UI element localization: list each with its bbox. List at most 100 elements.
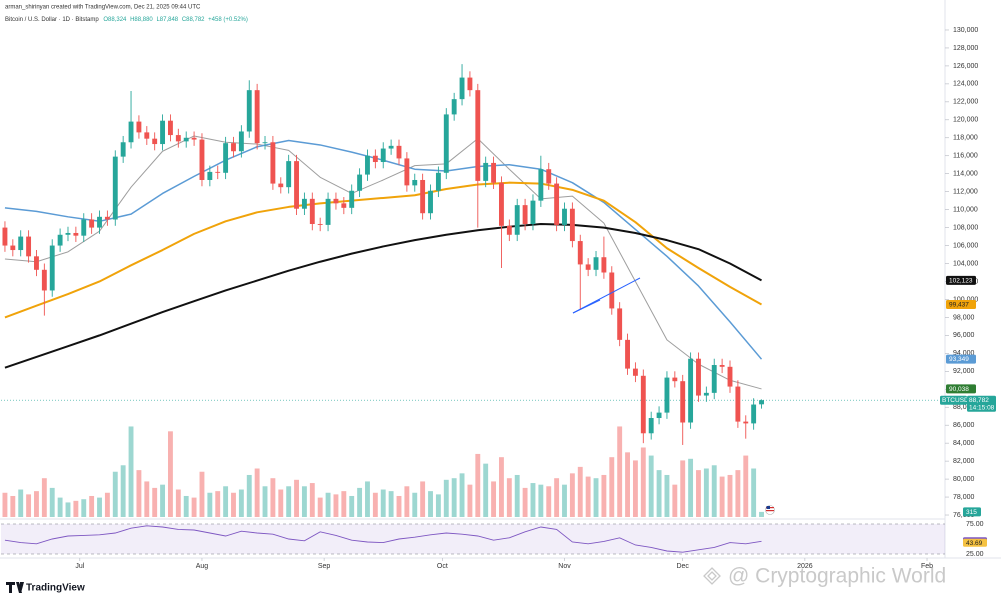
candle-body <box>301 198 307 209</box>
candle-body <box>26 236 32 257</box>
volume-bar <box>26 494 32 517</box>
moving-average-line <box>4 181 763 319</box>
x-tick-label: Oct <box>437 563 448 570</box>
candle-body <box>57 234 63 246</box>
candle-body <box>475 90 481 181</box>
candle-body <box>333 198 339 204</box>
candle-body <box>2 227 8 246</box>
volume-bar <box>246 474 252 517</box>
y-tick-label: 78,000 <box>953 494 975 501</box>
price-badge-label: 93,349 <box>949 356 969 363</box>
candle-body <box>522 205 528 224</box>
flag-icon <box>765 505 775 515</box>
tradingview-logo: TradingView <box>6 582 85 594</box>
volume-bar <box>467 484 473 517</box>
candle-body <box>152 138 158 145</box>
volume-bar <box>609 457 615 517</box>
volume-bar <box>349 495 355 517</box>
candle-body <box>435 172 441 191</box>
volume-bar <box>546 486 552 517</box>
volume-bar <box>199 471 205 517</box>
y-tick-label: 130,000 <box>953 27 978 34</box>
countdown-label: 14:15:08 <box>969 404 995 411</box>
volume-bar <box>617 426 623 517</box>
rsi-badge-label: 43.69 <box>966 540 983 547</box>
volume-bar <box>317 497 323 517</box>
volume-bar <box>10 495 16 517</box>
volume-bar <box>593 478 599 517</box>
candle-body <box>89 219 95 228</box>
candle-body <box>49 245 55 291</box>
candle-body <box>499 182 504 226</box>
candle-body <box>506 225 512 235</box>
volume-badge <box>963 507 981 517</box>
candle-body <box>349 190 355 208</box>
volume-bar <box>625 452 630 517</box>
volume-bar <box>325 492 331 517</box>
volume-bar <box>475 453 481 517</box>
ohlc-high: H88,880 <box>130 17 153 23</box>
candle-body <box>609 272 615 309</box>
volume-bar <box>751 468 757 517</box>
candle-body <box>443 114 449 173</box>
volume-bar <box>632 460 638 517</box>
volume-bar <box>735 470 741 517</box>
volume-bar <box>569 473 575 517</box>
candle-body <box>112 156 118 220</box>
volume-bar <box>656 470 662 517</box>
volume-bar <box>672 484 678 517</box>
volume-bar <box>152 487 158 517</box>
candle-body <box>617 308 623 340</box>
candle-body <box>357 174 363 191</box>
volume-bar <box>727 474 733 517</box>
y-tick-label: 120,000 <box>953 117 978 124</box>
candle-body <box>625 339 630 369</box>
volume-bar <box>514 474 520 517</box>
watermark-icon <box>703 567 721 585</box>
y-tick-label: 82,000 <box>953 458 975 465</box>
rsi-badge <box>963 538 987 547</box>
volume-bar <box>301 486 307 517</box>
y-tick-label: 114,000 <box>953 171 978 178</box>
volume-bar <box>372 492 378 517</box>
candle-body <box>191 137 197 140</box>
trend-line <box>572 299 601 314</box>
volume-bar <box>120 465 126 517</box>
candle-body <box>65 232 71 235</box>
volume-bar <box>554 478 560 517</box>
volume-bar <box>167 431 173 517</box>
candle-body <box>735 386 741 422</box>
volume-bar <box>443 479 449 517</box>
ohlc-change: +458 (+0.52%) <box>208 17 248 23</box>
candle-body <box>562 208 567 225</box>
volume-bar <box>34 491 39 517</box>
volume-bar <box>207 492 213 517</box>
volume-bar <box>365 481 370 517</box>
volume-bar <box>65 502 71 517</box>
y-tick-label: 122,000 <box>953 99 978 106</box>
candle-body <box>759 400 764 405</box>
volume-bar <box>144 481 150 517</box>
candle-body <box>144 132 150 139</box>
ohlc-close: C88,782 <box>182 17 205 23</box>
volume-bar <box>719 476 725 517</box>
volume-bar <box>388 491 394 517</box>
last-price-label: 88,782 <box>969 397 989 404</box>
symbol: Bitcoin / U.S. Dollar · 1D · Bitstamp <box>5 17 99 23</box>
candle-body <box>719 365 725 367</box>
candle-body <box>546 169 552 184</box>
volume-bar <box>357 487 363 517</box>
volume-bar <box>506 478 512 517</box>
candle-body <box>656 412 662 419</box>
y-tick-label: 84,000 <box>953 440 975 447</box>
candle-body <box>648 418 654 434</box>
candle-body <box>278 183 284 188</box>
volume-bar <box>89 495 95 517</box>
symbol-badge <box>940 395 967 405</box>
candle-body <box>286 161 292 188</box>
price-badge <box>946 275 976 285</box>
candle-body <box>294 161 299 209</box>
candle-body <box>325 198 331 225</box>
